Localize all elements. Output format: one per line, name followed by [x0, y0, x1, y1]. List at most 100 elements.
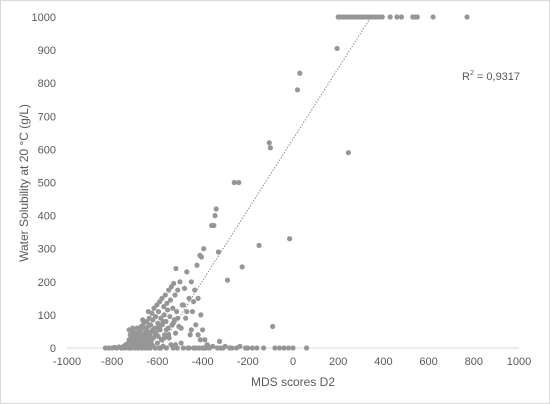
data-point [379, 14, 385, 20]
data-point [224, 277, 231, 283]
data-point [387, 14, 393, 20]
x-tick-label: 1000 [507, 356, 531, 368]
data-point [187, 332, 193, 338]
data-point [188, 279, 194, 285]
data-point [184, 308, 190, 315]
y-tick-label: 500 [38, 178, 56, 190]
data-point [160, 318, 166, 325]
data-point [183, 315, 189, 321]
data-point [239, 264, 245, 270]
data-point [201, 246, 207, 252]
x-tick-label: -200 [237, 356, 259, 368]
x-tick-label: 600 [419, 356, 437, 368]
data-point [249, 345, 255, 351]
data-point [254, 345, 260, 351]
data-point [231, 179, 237, 186]
data-point [161, 304, 167, 310]
data-point [261, 345, 267, 351]
data-point [164, 307, 171, 313]
data-point [205, 343, 211, 349]
data-point [181, 285, 188, 292]
data-point [140, 317, 146, 323]
data-point [172, 330, 179, 336]
y-tick-label: 1000 [32, 12, 56, 24]
y-axis-title: Water Solubility at 20 °C (g/L) [17, 104, 31, 262]
data-point [195, 332, 201, 338]
data-point [189, 308, 196, 315]
data-point [213, 206, 219, 212]
data-point [267, 145, 273, 151]
data-point [154, 340, 160, 346]
data-point [272, 345, 278, 351]
y-tick-label: 200 [38, 277, 56, 289]
data-point [193, 345, 199, 351]
data-point [237, 343, 243, 349]
data-point [171, 280, 177, 287]
x-tick-label: 400 [374, 356, 392, 368]
data-point [173, 265, 179, 272]
data-point [414, 14, 420, 20]
data-point [198, 312, 204, 318]
data-point [281, 345, 287, 351]
data-point [210, 343, 216, 349]
data-point [195, 295, 201, 301]
data-point [130, 328, 136, 335]
x-axis-title: MDS scores D2 [251, 375, 335, 389]
data-point [137, 327, 144, 333]
data-point [229, 345, 235, 351]
data-point [294, 87, 301, 93]
data-point [152, 345, 158, 351]
data-point [194, 262, 200, 268]
data-point [145, 308, 151, 315]
data-point [148, 335, 154, 341]
data-point [188, 327, 194, 333]
data-point [142, 325, 148, 331]
y-tick-label: 600 [38, 144, 56, 156]
x-tick-label: 0 [290, 356, 296, 368]
data-point [159, 295, 165, 301]
data-point [200, 327, 206, 333]
data-point [155, 308, 162, 315]
data-point [178, 340, 184, 346]
data-point [334, 45, 340, 52]
data-point [464, 14, 470, 20]
data-point [155, 333, 161, 340]
x-tick-label: -800 [101, 356, 123, 368]
y-tick-label: 900 [38, 45, 56, 57]
data-point [290, 345, 296, 351]
data-point [236, 179, 242, 186]
data-point [184, 269, 190, 275]
data-point [197, 337, 203, 343]
y-tick-label: 100 [38, 310, 56, 322]
trendline [159, 16, 372, 349]
data-point [216, 338, 223, 344]
data-point [180, 302, 186, 308]
axes: -1000 -800 -600 -400 -200 0 200 400 600 800 1000 0 1… [32, 12, 532, 368]
data-point [152, 313, 159, 320]
data-point [212, 213, 218, 219]
y-tick-label: 300 [38, 244, 56, 256]
data-point [172, 292, 178, 298]
data-point [190, 299, 197, 305]
x-tick-label: -1000 [53, 356, 81, 368]
data-point [211, 222, 217, 229]
data-point [163, 327, 170, 333]
data-point [245, 345, 251, 351]
r-squared-label: R2 = 0,9317 [462, 70, 520, 83]
data-point [161, 312, 167, 318]
data-point [270, 323, 276, 330]
data-point [297, 70, 303, 76]
data-point [161, 335, 167, 341]
data-point [150, 327, 156, 333]
y-tick-label: 700 [38, 111, 56, 123]
data-point [180, 345, 186, 351]
data-point [276, 345, 283, 351]
data-point [394, 14, 400, 20]
data-point [141, 333, 147, 340]
data-point [186, 295, 192, 301]
data-point [398, 14, 405, 20]
data-point [193, 322, 199, 328]
data-point [186, 345, 192, 351]
